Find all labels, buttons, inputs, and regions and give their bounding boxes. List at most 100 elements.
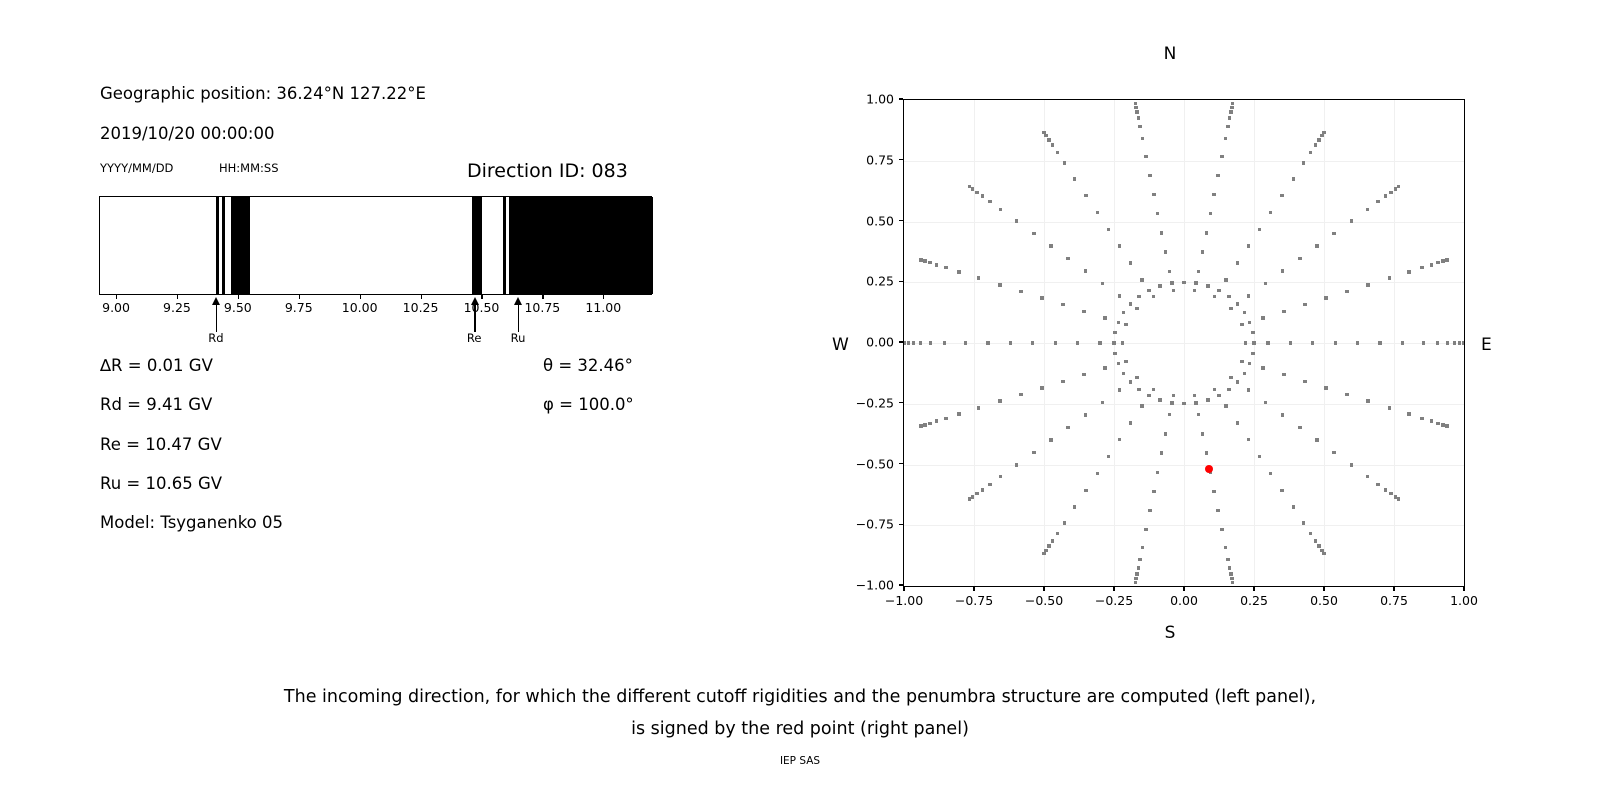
direction-point <box>998 207 1003 212</box>
direction-point <box>1106 454 1111 459</box>
direction-point <box>1159 231 1164 235</box>
direction-point <box>1137 294 1141 299</box>
param-theta: θ = 32.46° <box>543 356 633 375</box>
direction-point <box>919 341 923 345</box>
direction-point <box>1140 136 1145 141</box>
direction-point <box>1124 323 1128 327</box>
direction-point <box>980 194 985 198</box>
direction-point <box>1121 371 1126 376</box>
selected-direction-point[interactable] <box>1205 465 1214 474</box>
y-axis-tick-label: −0.50 <box>855 456 894 471</box>
direction-point <box>1396 185 1401 189</box>
direction-point <box>1332 231 1336 236</box>
direction-point <box>1133 580 1138 584</box>
direction-point <box>1116 320 1120 324</box>
direction-point <box>1148 508 1152 513</box>
direction-point <box>1220 527 1224 532</box>
sky-map-plot-area[interactable] <box>903 99 1465 587</box>
direction-point <box>1269 471 1273 476</box>
direction-point <box>1291 505 1295 509</box>
direction-point <box>1014 463 1019 467</box>
direction-point <box>1317 138 1321 142</box>
direction-point <box>1303 379 1307 383</box>
direction-point <box>1261 366 1265 370</box>
direction-point <box>1224 278 1228 282</box>
direction-point <box>904 341 906 345</box>
direction-point <box>1083 413 1088 417</box>
direction-point <box>1040 296 1044 300</box>
direction-point <box>1073 177 1077 181</box>
direction-point <box>1144 527 1148 532</box>
direction-point <box>1062 521 1066 525</box>
direction-point <box>1226 557 1230 562</box>
gridline-horizontal <box>904 221 1464 223</box>
direction-point <box>1053 341 1057 345</box>
direction-point <box>1212 489 1216 494</box>
direction-point <box>1383 194 1388 198</box>
direction-point <box>1083 269 1088 273</box>
gridline-horizontal <box>904 464 1464 466</box>
direction-point <box>1393 187 1397 191</box>
x-axis-tick-mark <box>1253 587 1255 591</box>
arrow-up-icon <box>212 297 221 305</box>
direction-point <box>1055 531 1059 536</box>
direction-point <box>1229 306 1233 311</box>
datetime-label: 2019/10/20 00:00:00 <box>100 124 275 143</box>
direction-point <box>1135 572 1139 576</box>
direction-point <box>1243 341 1248 345</box>
x-axis-tick-label: 1.00 <box>1450 593 1478 608</box>
penumbra-forbidden-band <box>508 197 653 294</box>
direction-point <box>1248 362 1252 366</box>
direction-point <box>1061 379 1065 383</box>
direction-point <box>1140 404 1144 408</box>
direction-point <box>1313 143 1318 147</box>
penumbra-axis-tick <box>603 295 605 299</box>
direction-point <box>1171 288 1175 293</box>
param-ru: Ru = 10.65 GV <box>100 474 223 493</box>
direction-point <box>1324 386 1328 390</box>
direction-point <box>1159 451 1164 455</box>
y-axis-tick-mark <box>899 584 903 586</box>
penumbra-axis-tick <box>420 295 422 299</box>
y-axis-tick-mark <box>899 341 903 343</box>
direction-point <box>1378 341 1382 345</box>
param-delta-r: ∆R = 0.01 GV <box>100 356 213 375</box>
direction-point <box>1144 154 1148 159</box>
direction-point <box>1366 399 1370 403</box>
direction-point <box>1137 387 1141 392</box>
direction-point <box>971 187 975 191</box>
direction-point <box>942 341 947 345</box>
y-axis-tick-mark <box>899 402 903 404</box>
direction-point <box>1436 421 1440 425</box>
direction-point <box>1322 551 1326 556</box>
direction-point <box>1282 309 1286 314</box>
direction-point <box>1062 161 1066 165</box>
direction-point <box>1230 577 1234 581</box>
direction-point <box>1230 105 1234 109</box>
direction-point <box>1217 393 1221 398</box>
direction-point <box>1135 306 1139 311</box>
direction-point <box>1365 474 1370 479</box>
direction-point <box>1138 124 1142 129</box>
direction-point <box>1282 372 1286 377</box>
direction-point <box>1066 425 1070 430</box>
direction-point <box>1383 488 1388 492</box>
direction-point <box>1235 421 1239 425</box>
direction-point <box>1311 341 1315 345</box>
direction-point <box>1345 289 1349 294</box>
direction-point <box>1158 284 1162 288</box>
direction-point <box>971 495 975 499</box>
direction-point <box>1117 244 1122 248</box>
direction-point <box>1227 294 1231 299</box>
caption-line-2: is signed by the red point (right panel) <box>631 719 969 739</box>
direction-point <box>1235 261 1239 265</box>
direction-point <box>1235 380 1240 384</box>
direction-point <box>1230 101 1235 106</box>
direction-point <box>1136 116 1140 120</box>
x-axis-tick-mark <box>1323 587 1325 591</box>
direction-point <box>988 199 992 204</box>
direction-point <box>1112 341 1116 345</box>
direction-point <box>1441 259 1445 263</box>
direction-point <box>1226 124 1230 129</box>
direction-point <box>1229 375 1233 380</box>
